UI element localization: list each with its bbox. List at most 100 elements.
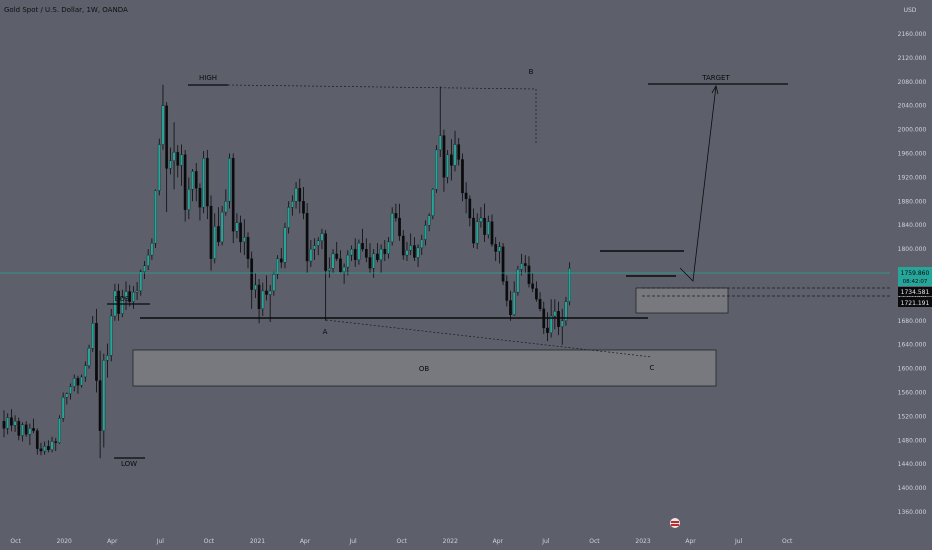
candle-body[interactable] [187,189,191,210]
candle-body[interactable] [298,188,302,202]
candle-body[interactable] [479,217,483,222]
candle-body[interactable] [505,281,509,301]
candle-body[interactable] [120,297,124,314]
candle-body[interactable] [224,201,228,213]
a-to-c-dashed-line[interactable] [325,319,653,358]
candle-body[interactable] [446,154,449,178]
candle-body[interactable] [398,217,401,237]
candle-body[interactable] [28,428,32,435]
candle-body[interactable] [242,236,246,243]
candle-body[interactable] [390,213,394,243]
candle-body[interactable] [346,254,350,268]
candle-body[interactable] [442,135,446,178]
candle-body[interactable] [239,222,242,243]
candle-body[interactable] [91,323,95,349]
candle-body[interactable] [468,198,472,219]
candle-body[interactable] [368,257,372,269]
candle-body[interactable] [527,265,531,284]
candle-body[interactable] [309,248,313,262]
candle-body[interactable] [283,227,287,263]
candle-body[interactable] [217,226,220,243]
high-to-b-dashed-line[interactable] [227,84,537,90]
candle-body[interactable] [6,417,10,429]
candle-body[interactable] [535,288,538,300]
candle-body[interactable] [494,244,498,252]
candle-body[interactable] [157,144,161,191]
candle-body[interactable] [220,211,224,243]
candle-body[interactable] [353,248,357,261]
candle-body[interactable] [106,355,109,361]
candle-body[interactable] [512,291,516,315]
candle-body[interactable] [139,271,143,292]
candle-body[interactable] [501,246,505,282]
candle-body[interactable] [87,348,91,366]
candle-body[interactable] [331,253,335,269]
candle-body[interactable] [235,222,239,232]
candle-body[interactable] [13,421,17,426]
candle-body[interactable] [350,248,353,256]
candle-body[interactable] [102,360,106,431]
candle-body[interactable] [83,365,87,378]
candle-body[interactable] [531,283,535,289]
candle-body[interactable] [372,253,376,269]
candle-body[interactable] [553,311,557,317]
candle-body[interactable] [523,263,527,266]
candle-body[interactable] [32,428,35,431]
candle-body[interactable] [457,144,461,160]
candle-body[interactable] [150,242,154,256]
candle-body[interactable] [549,315,553,333]
candle-body[interactable] [361,242,364,250]
candle-body[interactable] [413,245,416,258]
candle-body[interactable] [24,424,28,435]
candle-body[interactable] [209,205,213,259]
candle-body[interactable] [490,221,494,245]
candle-body[interactable] [143,265,146,272]
candle-body[interactable] [379,248,383,261]
candle-body[interactable] [335,253,339,259]
candle-body[interactable] [43,446,47,452]
candle-body[interactable] [324,233,327,271]
candle-body[interactable] [357,242,361,261]
candle-body[interactable] [65,393,69,398]
candle-body[interactable] [176,152,180,166]
candle-body[interactable] [387,241,390,255]
candle-body[interactable] [405,250,409,256]
candle-body[interactable] [560,320,564,327]
candle-body[interactable] [279,258,283,263]
candle-body[interactable] [50,441,54,451]
candle-body[interactable] [464,192,468,200]
candle-body[interactable] [135,290,139,293]
candle-body[interactable] [98,380,102,431]
candle-body[interactable] [272,274,276,292]
candle-body[interactable] [268,290,272,295]
candle-body[interactable] [568,268,571,302]
candle-body[interactable] [557,311,560,327]
candle-body[interactable] [383,248,387,255]
candle-body[interactable] [453,144,457,166]
candle-body[interactable] [475,221,479,244]
candle-body[interactable] [54,441,58,443]
candle-body[interactable] [231,158,235,232]
order-block-box[interactable] [132,349,717,387]
candle-body[interactable] [80,376,83,386]
candle-body[interactable] [58,418,61,443]
candle-body[interactable] [39,448,43,452]
candle-body[interactable] [342,266,346,272]
candle-body[interactable] [320,233,324,241]
candle-body[interactable] [69,386,72,394]
candle-body[interactable] [376,253,379,261]
candle-body[interactable] [2,421,6,429]
candle-body[interactable] [146,254,150,266]
candle-body[interactable] [124,291,128,299]
candle-body[interactable] [76,378,80,386]
candle-body[interactable] [61,397,65,419]
candle-body[interactable] [546,327,549,333]
candle-body[interactable] [191,171,194,190]
candle-body[interactable] [265,290,268,295]
candle-body[interactable] [364,248,368,258]
candle-body[interactable] [461,159,464,194]
time-axis[interactable]: Oct 2020 Apr Jul Oct 2021 Apr Jul Oct 2022 Apr Jul O… [10,538,793,545]
candle-body[interactable] [409,245,413,251]
